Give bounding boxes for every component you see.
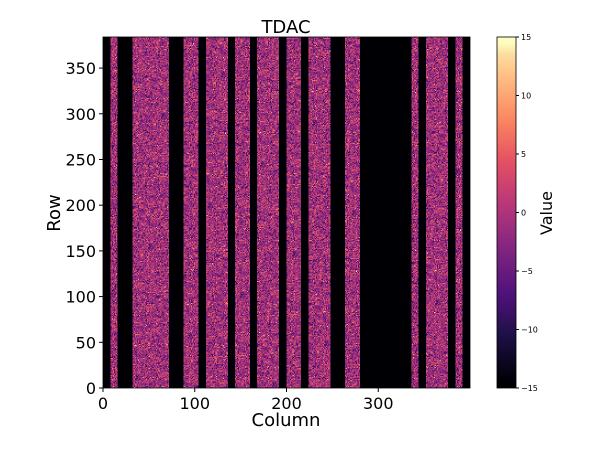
colorbar-tick-label: 10 xyxy=(521,92,531,101)
y-axis-label: Row xyxy=(44,194,65,231)
x-tick-label: 200 xyxy=(271,394,302,413)
plot-frame xyxy=(102,36,471,389)
y-tick-label: 350 xyxy=(65,59,96,78)
y-tick-label: 300 xyxy=(65,105,96,124)
colorbar-tick-label: −5 xyxy=(521,267,533,276)
colorbar-tick-label: −15 xyxy=(521,384,538,393)
x-tick-label: 0 xyxy=(98,394,108,413)
y-tick-label: 0 xyxy=(86,379,96,398)
y-tick-label: 250 xyxy=(65,150,96,169)
colorbar-tick-label: 5 xyxy=(521,150,526,159)
chart-title: TDAC xyxy=(260,17,310,38)
colorbar-gradient xyxy=(497,37,516,388)
colorbar-tick-label: 0 xyxy=(521,209,526,218)
y-tick-label: 200 xyxy=(65,196,96,215)
x-tick-label: 300 xyxy=(363,394,394,413)
y-tick-label: 150 xyxy=(65,242,96,261)
x-tick-label: 100 xyxy=(179,394,210,413)
y-tick-label: 50 xyxy=(76,333,96,352)
colorbar-label: Value xyxy=(537,191,556,235)
y-tick-label: 100 xyxy=(65,288,96,307)
colorbar-tick-label: −10 xyxy=(521,326,538,335)
colorbar-tick-label: 15 xyxy=(521,33,531,42)
heatmap-image xyxy=(103,37,470,388)
colorbar-frame xyxy=(496,36,517,389)
x-axis-label: Column xyxy=(252,410,321,431)
